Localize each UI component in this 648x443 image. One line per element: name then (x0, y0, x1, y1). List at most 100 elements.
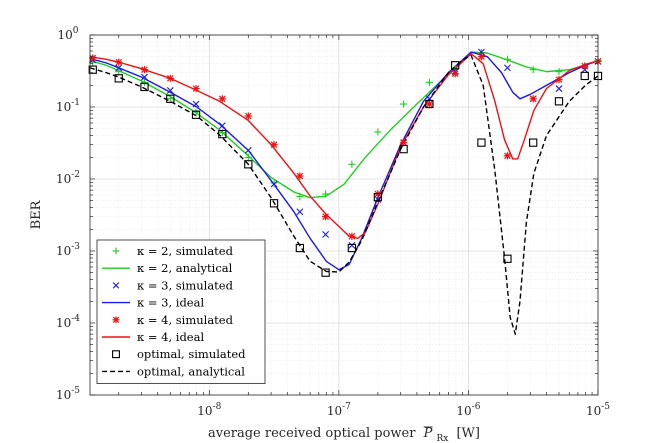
marker-star (115, 58, 123, 66)
y-tick-label-exponent: -4 (71, 314, 80, 324)
series-marker-group (88, 61, 603, 277)
y-tick-label-base: 10 (57, 28, 72, 42)
y-tick-label: 10-4 (56, 314, 80, 330)
x-tick-label-base: 10 (456, 404, 471, 418)
marker-square (114, 74, 123, 83)
legend-items: κ = 2, simulated κ = 2, analytical κ = 3, … (102, 244, 246, 378)
axis-ticks (90, 34, 599, 396)
marker-x (503, 64, 511, 72)
marker-x (270, 180, 278, 188)
marker-star (245, 112, 252, 120)
marker-x (192, 100, 200, 108)
marker-x (322, 230, 330, 238)
marker-square (112, 350, 120, 359)
y-tick-label: 10-1 (56, 98, 80, 114)
marker-square (295, 243, 305, 253)
marker-square (166, 94, 175, 103)
x-tick-label-exponent: -5 (601, 402, 610, 412)
marker-star (270, 141, 278, 148)
x-tick-label-base: 10 (197, 404, 212, 418)
y-tick-label-exponent: -5 (71, 386, 80, 396)
marker-square (451, 61, 460, 70)
marker-star (478, 53, 485, 60)
x-axis-label-symbol: P (423, 426, 433, 441)
legend-label: optimal, analytical (137, 364, 245, 378)
legend-item: κ = 3, simulated (112, 278, 234, 292)
marker-square (347, 243, 357, 253)
legend-label: κ = 3, simulated (137, 278, 234, 292)
marker-star (89, 54, 97, 62)
marker-star (192, 85, 200, 92)
x-axis-label-subscript: Rx (436, 434, 448, 443)
marker-square (321, 268, 330, 277)
series-line (90, 54, 598, 335)
series-marker-group (89, 48, 602, 201)
marker-star (504, 152, 511, 160)
legend-label: optimal, simulated (137, 347, 246, 361)
marker-star (581, 62, 589, 70)
marker-square (580, 71, 589, 81)
marker-x (244, 146, 252, 154)
marker-star (555, 76, 563, 83)
marker-star (400, 139, 407, 146)
marker-square (373, 192, 383, 202)
marker-x (166, 86, 174, 94)
legend-item: optimal, analytical (102, 364, 245, 378)
marker-x (374, 195, 382, 203)
marker-square (88, 65, 97, 74)
legend-item: κ = 3, ideal (102, 296, 204, 310)
marker-square (503, 254, 512, 263)
x-axis-label-text: average received optical power (208, 426, 416, 441)
marker-x (141, 73, 148, 81)
y-tick-label-exponent: -1 (71, 98, 80, 108)
series-line-group (90, 52, 598, 240)
marker-star (166, 75, 174, 82)
series-line-group (90, 51, 598, 199)
x-axis-label-unit: [W] (456, 426, 480, 441)
legend-item: optimal, simulated (112, 347, 246, 361)
marker-x (218, 122, 226, 130)
marker-star (296, 172, 304, 180)
legend-label: κ = 4, simulated (137, 313, 234, 327)
marker-x (555, 85, 563, 93)
marker-square (554, 97, 564, 106)
y-tick-label-base: 10 (56, 388, 71, 402)
marker-star (322, 213, 329, 220)
marker-x (115, 64, 123, 72)
series-line-group (90, 54, 598, 335)
series-line (90, 51, 598, 199)
marker-star (529, 95, 537, 103)
legend: κ = 2, simulated κ = 2, analytical κ = 3, … (96, 239, 266, 385)
x-tick-label-base: 10 (586, 404, 601, 418)
x-tick-label: 10-7 (327, 402, 351, 418)
series-line (90, 52, 598, 240)
marker-star (112, 316, 120, 323)
series-marker-group (89, 53, 602, 240)
legend-item: κ = 2, simulated (112, 244, 234, 258)
x-tick-label: 10-6 (456, 402, 480, 418)
marker-square (244, 160, 253, 169)
marker-star (348, 232, 356, 240)
legend-item: κ = 2, analytical (102, 261, 233, 275)
x-tick-label: 10-5 (586, 402, 610, 418)
marker-star (219, 95, 226, 103)
legend-label: κ = 2, simulated (137, 244, 234, 258)
marker-square (477, 138, 486, 147)
marker-square (425, 99, 434, 109)
marker-x (296, 208, 304, 216)
x-tick-label-exponent: -8 (213, 402, 222, 412)
y-tick-label: 10-5 (56, 386, 80, 402)
marker-x (112, 282, 120, 289)
y-tick-label-base: 10 (56, 316, 71, 330)
y-axis-label: BER (29, 199, 44, 229)
marker-square (399, 144, 408, 154)
series-line-group (90, 51, 598, 271)
marker-square (529, 138, 538, 147)
y-tick-label-base: 10 (56, 172, 71, 186)
marker-square (191, 110, 201, 119)
x-axis-label: average received optical power P Rx [W] (208, 426, 480, 443)
x-tick-label-exponent: -7 (342, 402, 351, 412)
y-tick-label-exponent: -2 (71, 170, 80, 180)
